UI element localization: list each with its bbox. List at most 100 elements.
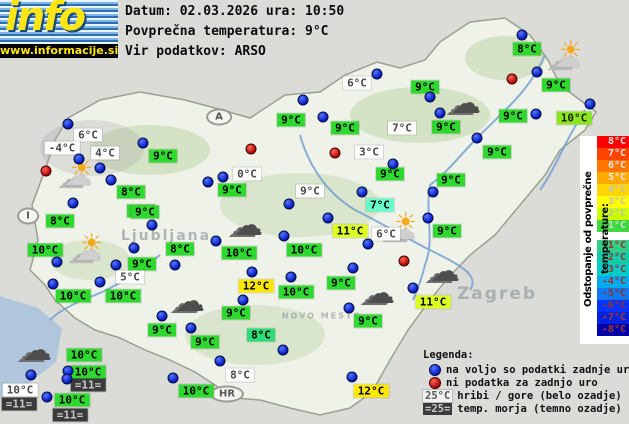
station-dot-current [62,118,74,130]
station-dot-current [343,302,355,314]
station-dot-current [202,176,214,188]
logo-url[interactable]: www.informacije.si [0,44,119,58]
legend-item-text: hribi / gore (belo ozadje) [457,389,622,402]
station-dot-current [128,242,140,254]
station-dot-current [371,68,383,80]
station-dot-current [424,91,436,103]
temp-label: 6°C [74,128,102,142]
station-dot-current [434,107,446,119]
station-dot-stale [40,165,52,177]
temp-label: 9°C [128,257,156,271]
temp-label: 11°C [415,295,451,309]
logo-stripes [0,0,118,44]
station-dot-current [94,276,106,288]
temp-label: 10°C [105,289,141,303]
temp-label: 5°C [116,270,144,284]
legend-item: 25°C hribi / gore (belo ozadje) [423,389,629,402]
temp-label: 8°C [166,242,194,256]
temp-label: 10°C [556,111,592,125]
legend: Legenda: na voljo so podatki zadnje ure n… [423,349,629,415]
temp-label: 11°C [332,224,368,238]
station-dot-current [146,219,158,231]
station-dot-stale [506,73,518,85]
scale-entry: 5°C [597,172,629,184]
temp-label: 3°C [355,145,383,159]
scale-entry: 7°C [597,148,629,160]
station-dot-stale [398,255,410,267]
station-dot-current [137,137,149,149]
road-sign: A [206,108,232,126]
scale-entry: -4°C [597,276,629,288]
temp-label: 8°C [226,368,254,382]
temp-label: 8°C [513,42,541,56]
scale-entry: -5°C [597,288,629,300]
legend-item-text: temp. morja (temno ozadje) [457,402,622,415]
station-dot-current [347,262,359,274]
station-dot-current [422,212,434,224]
temp-label: 10°C [66,348,102,362]
city-label: NOVO MESTO [281,311,363,321]
temp-label: 7°C [366,198,394,212]
temp-label: 10°C [221,246,257,260]
temp-label: 12°C [353,384,389,398]
scale-gap [597,232,629,240]
logo-text: info [5,0,86,40]
temp-label: 7°C [388,121,416,135]
scale-entry: -8°C [597,324,629,336]
station-dot-current [73,153,85,165]
station-dot-current [246,266,258,278]
station-dot-stale [329,147,341,159]
deviation-scale-title: Odstopanje od povprečne temperature: [583,171,611,307]
station-dot-current [346,371,358,383]
temp-label: =11= [52,408,88,422]
temp-label: 10°C [55,289,91,303]
station-dot-current [105,174,117,186]
partly-sunny-icon: ☀ ☁ [553,36,583,74]
station-dot-current [297,94,309,106]
legend-white-chip: 25°C [423,389,453,402]
station-dot-current [210,235,222,247]
legend-red-dot-icon [429,376,441,389]
station-dot-current [362,238,374,250]
temp-label: 10°C [70,365,106,379]
temp-label: -4°C [44,141,80,155]
station-dot-current [217,171,229,183]
cloud-icon: ☁ [233,208,263,243]
temp-label: =11= [70,378,106,392]
temp-label: 9°C [331,121,359,135]
station-dot-current [277,344,289,356]
temp-label: 9°C [131,205,159,219]
city-label: Zagreb [456,284,538,304]
station-dot-current [167,372,179,384]
cloud-icon: ☁ [22,333,52,368]
temp-label: 9°C [327,276,355,290]
station-dot-current [67,197,79,209]
temp-label: 6°C [372,227,400,241]
scale-entry: 8°C [597,136,629,148]
station-dot-current [25,369,37,381]
temp-label: 8°C [46,214,74,228]
scale-entry: -6°C [597,300,629,312]
sea-adriatic [0,296,62,398]
city-label: Ljubljana [120,228,212,244]
legend-blue-dot-icon [429,363,441,376]
road-sign: HR [209,385,245,403]
station-dot-current [356,186,368,198]
temp-label: 9°C [411,80,439,94]
temp-label: 10°C [2,383,38,397]
temp-label: 8°C [117,185,145,199]
station-dot-current [584,98,596,110]
station-dot-current [283,198,295,210]
legend-rows: na voljo so podatki zadnje ure ni podatka… [423,363,629,415]
temp-label: 9°C [148,323,176,337]
station-dot-current [61,373,73,385]
station-dot-current [322,212,334,224]
temp-label: 9°C [499,109,527,123]
site-logo[interactable]: info www.informacije.si [0,0,118,58]
header-source-line: Vir podatkov: ARSO [125,44,266,59]
station-dot-stale [245,143,257,155]
cloud-icon: ☁ [365,276,395,311]
temp-label: 10°C [27,243,63,257]
temp-label: 10°C [178,384,214,398]
